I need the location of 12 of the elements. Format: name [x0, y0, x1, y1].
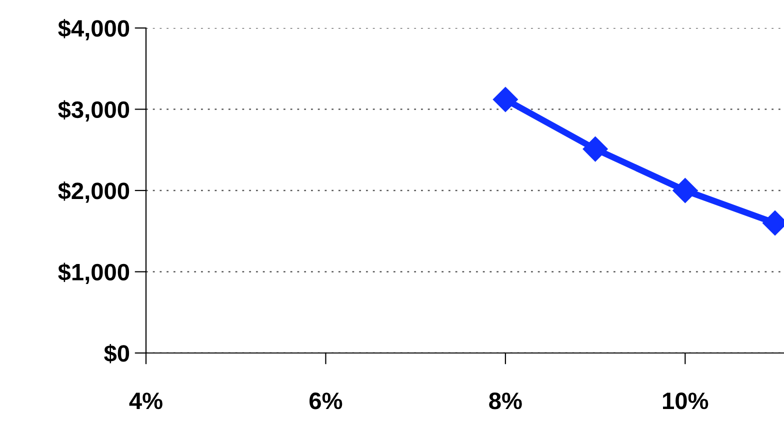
- point: [492, 87, 518, 112]
- y-tick-label: $0: [104, 344, 130, 364]
- y-tick-label: $4,000: [58, 19, 130, 40]
- y-tick-label: $2,000: [58, 182, 130, 203]
- point: [672, 178, 698, 203]
- x-tick-label: 8%: [489, 392, 522, 410]
- x-tick-label: 6%: [310, 392, 342, 410]
- x-tick-label: 4%: [129, 392, 162, 410]
- x-tick-label: 10%: [663, 392, 708, 410]
- y-tick-label: $3,000: [58, 100, 130, 122]
- y-tick-label: $1,000: [58, 262, 130, 284]
- point: [582, 136, 608, 162]
